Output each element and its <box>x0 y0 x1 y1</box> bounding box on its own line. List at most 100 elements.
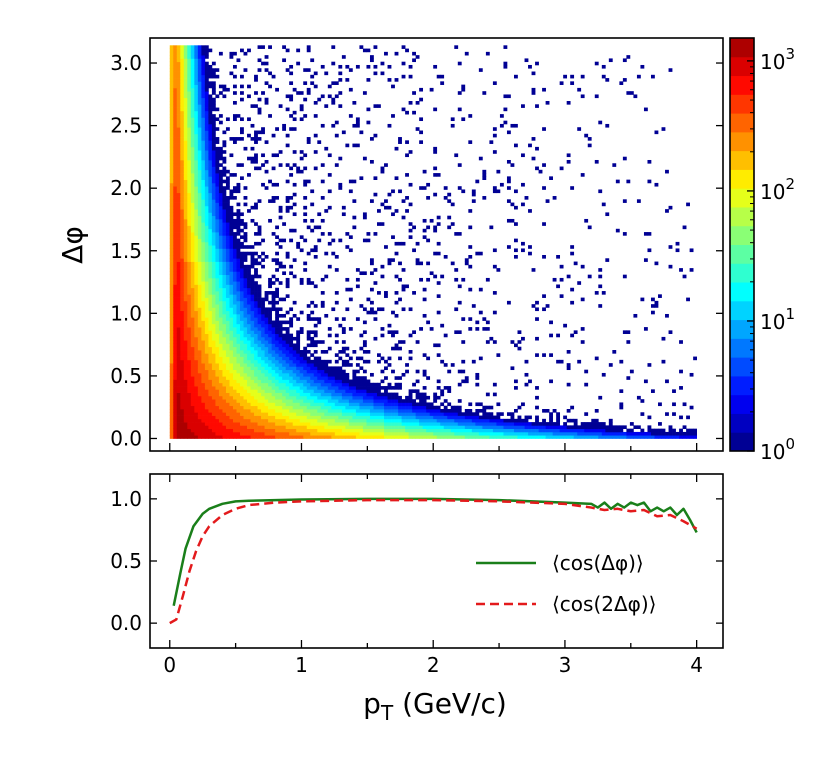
heatmap-cell <box>173 261 178 266</box>
heatmap-cell <box>229 363 234 367</box>
heatmap-cell <box>201 402 206 407</box>
heatmap-cell <box>278 333 283 338</box>
heatmap-cell <box>218 202 223 207</box>
heatmap-cell <box>436 241 441 246</box>
heatmap-cell <box>169 320 174 325</box>
heatmap-cell <box>338 386 343 390</box>
heatmap-cell <box>225 241 230 246</box>
heatmap-cell <box>415 431 420 436</box>
heatmap-cell <box>310 392 315 397</box>
heatmap-cell <box>566 382 571 387</box>
heatmap-cell <box>391 258 395 262</box>
heatmap-cell <box>391 333 395 338</box>
heatmap-cell <box>271 307 276 312</box>
heatmap-cell <box>187 153 192 158</box>
heatmap-cell <box>257 58 262 63</box>
heatmap-cell <box>587 137 592 141</box>
heatmap-cell <box>355 382 360 387</box>
heatmap-cell <box>183 356 188 361</box>
heatmap-cell <box>398 435 402 439</box>
heatmap-cell <box>570 428 575 433</box>
heatmap-cell <box>211 74 216 79</box>
heatmap-cell <box>317 379 322 384</box>
heatmap-cell <box>408 435 413 439</box>
heatmap-cell <box>169 182 174 187</box>
heatmap-cell <box>261 369 265 374</box>
heatmap-cell <box>535 353 539 357</box>
heatmap-cell <box>176 159 181 164</box>
heatmap-cell <box>243 320 248 325</box>
heatmap-cell <box>447 431 452 436</box>
heatmap-cell <box>215 232 220 236</box>
heatmap-cell <box>264 392 269 397</box>
heatmap-cell <box>257 310 262 315</box>
heatmap-cell <box>250 123 255 128</box>
heatmap-cell <box>201 346 206 351</box>
heatmap-cell <box>282 366 287 371</box>
heatmap-cell <box>204 114 209 118</box>
heatmap-cell <box>169 376 174 380</box>
heatmap-cell <box>243 350 248 354</box>
heatmap-cell <box>275 241 279 246</box>
heatmap-cell <box>313 428 318 433</box>
heatmap-cell <box>183 81 188 85</box>
heatmap-cell <box>204 159 209 164</box>
heatmap-cell <box>254 304 258 308</box>
heatmap-cell <box>580 297 585 302</box>
heatmap-cell <box>524 435 529 439</box>
heatmap-cell <box>240 369 244 374</box>
heatmap-cell <box>524 359 529 364</box>
heatmap-cell <box>218 307 223 312</box>
heatmap-cell <box>211 146 216 151</box>
heatmap-cell <box>194 277 199 282</box>
heatmap-cell <box>373 268 378 272</box>
heatmap-cell <box>514 222 518 226</box>
heatmap-cell <box>401 405 406 410</box>
heatmap-cell <box>250 255 255 259</box>
heatmap-cell <box>348 189 353 194</box>
heatmap-cell <box>173 173 178 177</box>
heatmap-cell <box>176 58 181 63</box>
heatmap-cell <box>208 186 213 190</box>
heatmap-cell <box>197 114 202 118</box>
heatmap-cell <box>247 395 251 400</box>
heatmap-cell <box>391 425 395 430</box>
heatmap-cell <box>608 418 613 423</box>
heatmap-cell <box>412 422 416 426</box>
heatmap-cell <box>247 84 251 89</box>
heatmap-cell <box>169 51 174 56</box>
heatmap-cell <box>313 333 318 338</box>
heatmap-cell <box>528 209 532 213</box>
heatmap-cell <box>211 182 216 187</box>
heatmap-cell <box>331 399 336 403</box>
heatmap-cell <box>173 363 178 367</box>
heatmap-cell <box>232 428 237 433</box>
heatmap-cell <box>380 395 385 400</box>
heatmap-cell <box>324 313 329 318</box>
heatmap-cell <box>194 428 199 433</box>
heatmap-cell <box>475 425 480 430</box>
heatmap-cell <box>215 297 220 302</box>
heatmap-cell <box>211 261 216 266</box>
heatmap-cell <box>573 418 578 423</box>
heatmap-cell <box>626 431 631 436</box>
heatmap-cell <box>208 386 213 390</box>
heatmap-cell <box>422 228 427 233</box>
heatmap-cell <box>352 386 357 390</box>
heatmap-cell <box>194 336 199 341</box>
heatmap-cell <box>331 415 336 420</box>
heatmap-cell <box>201 222 206 226</box>
heatmap-cell <box>250 294 255 298</box>
heatmap-cell <box>197 435 202 439</box>
heatmap-cell <box>436 215 441 220</box>
heatmap-cell <box>324 363 329 367</box>
heatmap-cell <box>317 435 322 439</box>
heatmap-cell <box>204 94 209 99</box>
heatmap-cell <box>201 61 206 66</box>
heatmap-cell <box>408 412 413 416</box>
heatmap-cell <box>563 431 568 436</box>
heatmap-cell <box>475 179 480 184</box>
heatmap-cell <box>261 297 265 302</box>
heatmap-cell <box>190 133 195 138</box>
heatmap-cell <box>380 307 385 312</box>
